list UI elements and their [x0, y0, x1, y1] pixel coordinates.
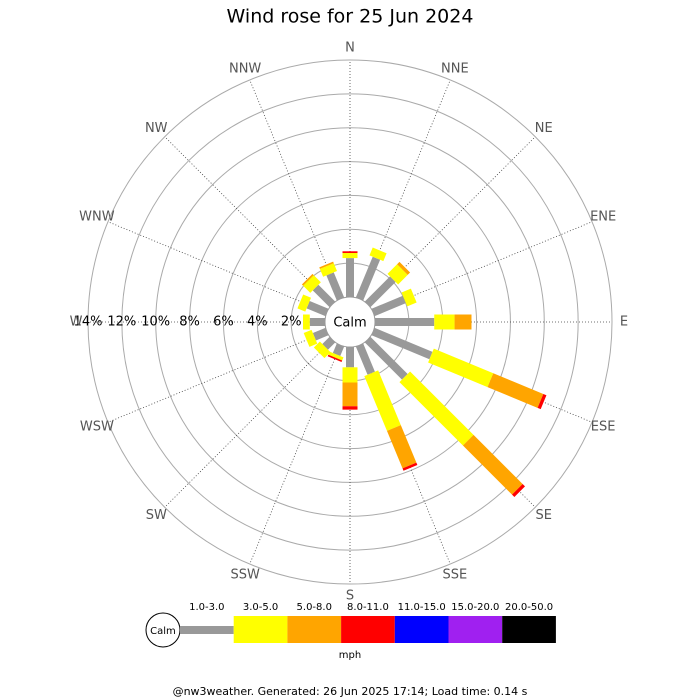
r-tick-label: 4%	[247, 315, 268, 330]
bar-segment	[355, 256, 381, 301]
calm-label: Calm	[333, 316, 366, 331]
legend-label: 3.0-5.0	[243, 602, 278, 613]
bar-segment	[326, 272, 345, 301]
bar-segment	[303, 329, 318, 347]
bar-segment	[327, 354, 343, 363]
legend-label: 11.0-15.0	[398, 602, 446, 613]
footer: @nw3weather. Generated: 26 Jun 2025 17:1…	[173, 685, 528, 698]
direction-label: W	[70, 315, 83, 330]
r-tick-label: 10%	[141, 315, 170, 330]
legend-swatch	[502, 616, 556, 643]
bar-segment	[319, 263, 337, 277]
spoke	[249, 344, 341, 565]
legend-label: 5.0-8.0	[297, 602, 332, 613]
bar-segment	[386, 425, 417, 469]
bar-segment	[537, 393, 547, 410]
r-tick-label: 12%	[107, 315, 136, 330]
bar-segment	[328, 351, 344, 361]
direction-label: SW	[146, 508, 167, 523]
direction-label: E	[620, 315, 628, 330]
legend-swatch	[448, 616, 503, 643]
bar-segment	[402, 462, 418, 471]
legend-swatch	[180, 626, 234, 634]
bar-segment	[399, 371, 474, 446]
bar-segment	[387, 264, 408, 285]
ring	[222, 194, 478, 450]
bar-segment	[319, 261, 334, 269]
direction-label: SE	[536, 508, 552, 523]
direction-label: WSW	[80, 419, 114, 434]
legend-swatch	[233, 616, 288, 643]
bar-segment	[312, 327, 329, 341]
bar-segment	[306, 300, 329, 317]
calm-circle	[324, 296, 376, 348]
ring	[121, 93, 579, 551]
bar-segment	[369, 247, 387, 262]
direction-label: NW	[145, 121, 168, 136]
spoke	[107, 221, 328, 313]
bar-segment	[364, 276, 396, 308]
legend-calm-label: Calm	[150, 626, 176, 637]
bar-segment	[332, 343, 345, 357]
chart-title: Wind rose for 25 Jun 2024	[227, 6, 474, 28]
labels: 2% 4% 6% 8% 10% 12% 14% N NNE NE ENE E ESE SE SSE S SSW S…	[70, 41, 629, 604]
direction-label: SSW	[230, 568, 260, 583]
r-tick-label: 14%	[74, 315, 103, 330]
bar-segment	[512, 484, 526, 498]
direction-label: NE	[535, 121, 553, 136]
spoke	[249, 79, 341, 300]
r-tick-label: 6%	[213, 315, 234, 330]
ring	[155, 127, 545, 517]
r-tick-label: 2%	[281, 315, 302, 330]
spoke	[107, 331, 328, 423]
direction-label: SSE	[442, 568, 467, 583]
legend-label: 8.0-11.0	[347, 602, 389, 613]
bar-segment	[397, 261, 411, 275]
spoke	[164, 136, 333, 305]
direction-label: S	[346, 589, 354, 604]
direction-label: N	[345, 41, 355, 56]
spoke	[164, 339, 333, 508]
direction-label: WNW	[79, 210, 115, 225]
bar-segment	[364, 336, 408, 380]
legend: Calm 1.0-3.0 3.0-5.0 5.0-8.0 8.0-11.0 11.0-1…	[145, 602, 556, 648]
direction-label: ENE	[590, 210, 616, 225]
legend-label: 15.0-20.0	[451, 602, 499, 613]
direction-label: NNW	[229, 61, 261, 76]
r-tick-label: 8%	[179, 315, 200, 330]
bar-segment	[297, 294, 312, 312]
bar-segment	[401, 288, 417, 307]
bar-segment	[355, 343, 375, 375]
bar-segment	[322, 336, 336, 350]
bar-segment	[303, 275, 321, 293]
legend-label: 1.0-3.0	[189, 602, 224, 613]
legend-swatch	[287, 616, 342, 643]
legend-swatch	[341, 616, 395, 643]
direction-label: ESE	[591, 419, 616, 434]
bar-segment	[364, 370, 401, 431]
bar-segment	[313, 341, 331, 359]
bar-segment	[301, 273, 314, 286]
unit-label: mph	[339, 650, 361, 661]
direction-label: NNE	[441, 61, 469, 76]
bar-segment	[312, 284, 336, 308]
bar-segment	[462, 434, 523, 495]
bar-segment	[487, 373, 544, 408]
bar-segment	[371, 327, 433, 360]
bars	[297, 247, 547, 498]
bar-segment	[428, 348, 494, 388]
ring	[87, 59, 613, 585]
bar-segment	[371, 295, 406, 317]
legend-label: 20.0-50.0	[505, 602, 553, 613]
legend-swatch	[394, 616, 449, 643]
